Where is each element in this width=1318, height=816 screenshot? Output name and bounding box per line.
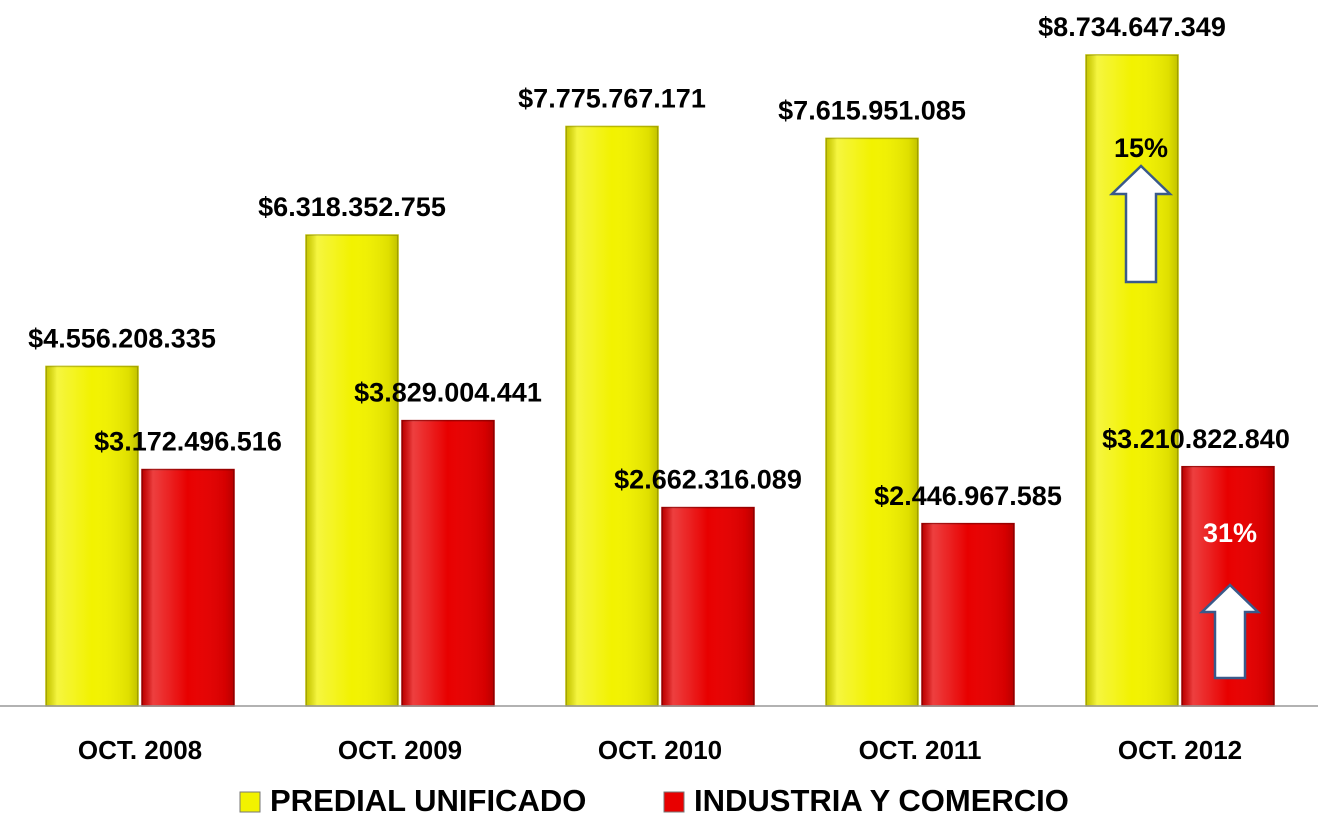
bars <box>45 54 1275 707</box>
x-tick-label: OCT. 2011 <box>859 735 982 765</box>
legend-swatch <box>239 791 261 813</box>
value-label: $4.556.208.335 <box>28 324 216 354</box>
value-label: $2.662.316.089 <box>614 465 802 495</box>
legend-swatch <box>663 791 685 813</box>
bar-shine <box>662 507 754 706</box>
value-label: $3.210.822.840 <box>1102 424 1290 454</box>
value-label: $8.734.647.349 <box>1038 12 1226 42</box>
arrow-up <box>1108 164 1174 284</box>
annotations: 15% 31% <box>1108 133 1262 680</box>
bar-shine <box>566 126 658 707</box>
legend-label: PREDIAL UNIFICADO <box>270 783 586 816</box>
bar-shine <box>46 366 138 706</box>
arrow-up <box>1198 583 1262 680</box>
value-label: $7.775.767.171 <box>518 84 706 114</box>
value-label: $2.446.967.585 <box>874 481 1062 511</box>
value-label: $6.318.352.755 <box>258 192 446 222</box>
bar-shine <box>306 235 398 706</box>
value-label: $7.615.951.085 <box>778 96 966 126</box>
bar-shine <box>402 420 494 706</box>
value-label: $3.829.004.441 <box>354 378 542 408</box>
annotation: 31% <box>1203 518 1257 548</box>
legend-label: INDUSTRIA Y COMERCIO <box>694 783 1069 816</box>
x-tick-label: OCT. 2009 <box>338 735 462 765</box>
bar-shine <box>1086 55 1178 706</box>
x-tick-label: OCT. 2010 <box>598 735 722 765</box>
x-tick-label: OCT. 2008 <box>78 735 202 765</box>
annotation: 15% <box>1114 133 1168 163</box>
bar-shine <box>142 469 234 706</box>
bar-shine <box>826 138 918 706</box>
bar-shine <box>922 523 1014 706</box>
x-tick-label: OCT. 2012 <box>1118 735 1242 765</box>
value-label: $3.172.496.516 <box>94 427 282 457</box>
